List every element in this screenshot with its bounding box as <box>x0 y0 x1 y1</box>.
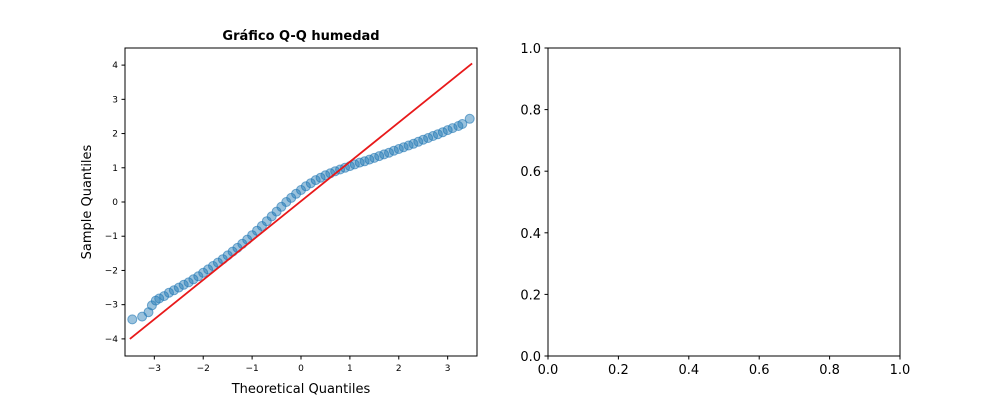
qq-data-point <box>384 147 394 158</box>
qq-data-point <box>408 138 419 149</box>
qq-data-point <box>168 285 179 296</box>
empty-plot-axes: 0.0 0.2 0.4 0.6 0.8 1.0 0.0 0.2 0.4 0.6 0.8 1.0 <box>520 42 910 378</box>
y-tick-label: 1.0 <box>520 42 541 57</box>
x-tick-label: 0.4 <box>678 363 699 378</box>
y-tick-label: 0.4 <box>520 227 541 242</box>
x-tick-label: −2 <box>197 364 210 374</box>
qq-plot-ticks: −3 −2 −1 0 1 2 3 −4 −3 −2 −1 0 1 2 3 4 <box>105 61 451 374</box>
qq-data-point <box>457 119 468 129</box>
qq-data-point <box>154 293 165 304</box>
y-tick-label: 3 <box>112 95 118 105</box>
qq-plot-marks <box>127 62 475 340</box>
qq-data-point <box>127 314 138 325</box>
x-tick-label: 0.0 <box>538 363 559 378</box>
x-tick-label: 0.2 <box>608 363 629 378</box>
qq-plot-axes: Gráfico Q-Q humedad −3 −2 −1 0 1 2 3 −4 −3 −2 −1 0 1… <box>80 29 478 397</box>
qq-plot-x-axis-label: Theoretical Quantiles <box>231 382 371 397</box>
y-tick-label: −3 <box>105 301 118 311</box>
qq-data-point <box>188 274 199 285</box>
y-tick-label: 0.0 <box>520 350 541 365</box>
qq-data-point <box>320 170 331 181</box>
qq-data-point <box>413 136 424 147</box>
qq-reference-line <box>129 62 473 340</box>
y-tick-label: −2 <box>105 266 118 276</box>
qq-plot-title: Gráfico Q-Q humedad <box>222 29 379 44</box>
qq-data-point <box>310 175 321 186</box>
y-tick-label: 0.6 <box>520 165 541 180</box>
y-tick-label: 1 <box>112 164 118 174</box>
y-tick-label: 0 <box>112 198 118 208</box>
x-tick-label: 1.0 <box>890 363 911 378</box>
qq-data-point <box>178 279 189 290</box>
y-tick-label: 4 <box>112 61 118 71</box>
x-tick-label: 2 <box>396 364 402 374</box>
qq-data-point <box>173 282 184 293</box>
empty-plot-ticks: 0.0 0.2 0.4 0.6 0.8 1.0 0.0 0.2 0.4 0.6 0.8 1.0 <box>520 42 910 378</box>
qq-data-point <box>305 178 316 189</box>
qq-data-point <box>315 172 326 183</box>
qq-data-point <box>442 125 453 136</box>
y-tick-label: 0.2 <box>520 288 541 303</box>
x-tick-label: −3 <box>148 364 161 374</box>
y-tick-label: 2 <box>112 130 118 140</box>
x-tick-label: 0 <box>298 364 304 374</box>
qq-data-point <box>193 271 204 282</box>
x-tick-label: 0.6 <box>749 363 770 378</box>
qq-data-point <box>464 113 475 124</box>
qq-data-point <box>432 129 443 140</box>
qq-data-point <box>159 291 170 302</box>
y-tick-label: −1 <box>105 232 118 242</box>
x-tick-label: 0.8 <box>819 363 840 378</box>
y-tick-label: 0.8 <box>520 104 541 119</box>
qq-data-point <box>208 261 218 271</box>
qq-data-point <box>423 133 434 143</box>
qq-data-point <box>447 123 458 134</box>
empty-plot-frame <box>547 47 901 357</box>
x-tick-label: 3 <box>445 364 451 374</box>
qq-data-point <box>164 287 174 298</box>
y-tick-label: −4 <box>105 335 119 345</box>
qq-data-point <box>203 264 214 275</box>
qq-data-point <box>198 267 209 278</box>
x-tick-label: −1 <box>245 364 258 374</box>
qq-data-point <box>300 181 311 192</box>
qq-plot-y-axis-label: Sample Quantiles <box>80 144 95 259</box>
x-tick-label: 1 <box>347 364 353 374</box>
qq-data-point <box>437 127 448 138</box>
